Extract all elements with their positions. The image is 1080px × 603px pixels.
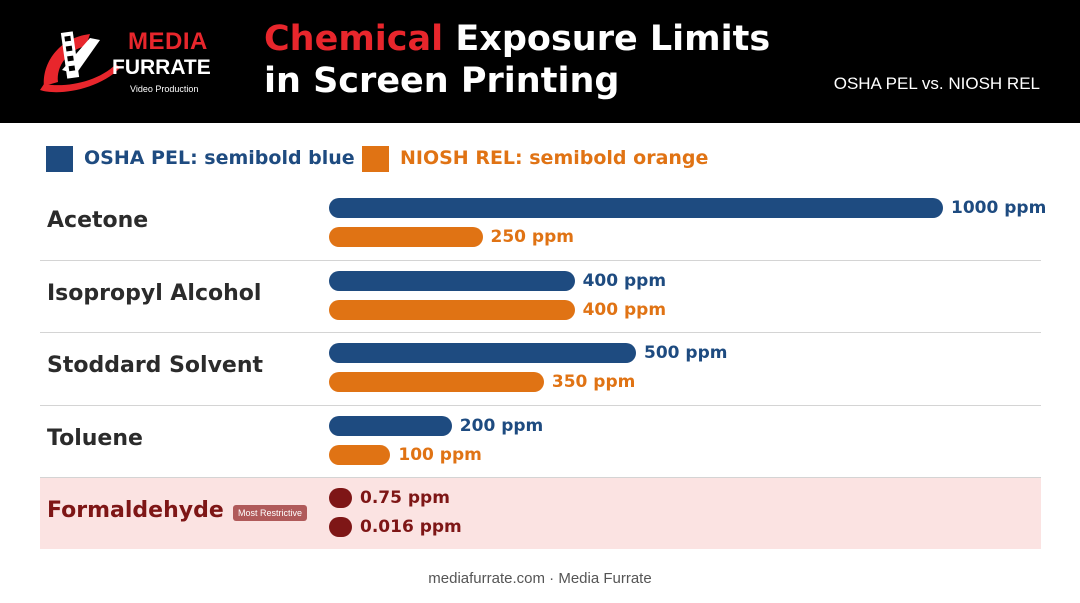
category-label: Acetone — [47, 208, 149, 233]
chart-subtitle: OSHA PEL vs. NIOSH REL — [833, 74, 1040, 93]
category-label: Formaldehyde — [47, 498, 224, 523]
osha-pel-bar — [329, 270, 575, 291]
most-restrictive-badge: Most Restrictive — [233, 505, 308, 521]
osha-pel-value-label: 500 ppm — [644, 343, 728, 363]
category-label: Toluene — [47, 425, 143, 451]
legend-label-niosh: NIOSH REL: semibold orange — [400, 147, 709, 169]
osha-pel-bar — [329, 488, 352, 508]
most-restrictive-highlight — [40, 478, 1041, 549]
brand-logo: MEDIA FURRATE Video Production — [38, 22, 228, 100]
osha-pel-value-label: 1000 ppm — [951, 198, 1047, 218]
osha-pel-value-label: 400 ppm — [582, 270, 667, 291]
logo-text-furrate: FURRATE — [112, 56, 211, 79]
osha-pel-bar — [329, 415, 452, 436]
row-divider — [40, 477, 1041, 478]
niosh-rel-value-label: 250 ppm — [490, 227, 574, 247]
osha-pel-value-label: 200 ppm — [459, 415, 544, 436]
category-label: Stoddard Solvent — [47, 353, 264, 378]
footer-credit: mediafurrate.com · Media Furrate — [428, 570, 652, 587]
legend-label-osha: OSHA PEL: semibold blue — [84, 147, 355, 169]
osha-pel-bar — [329, 343, 636, 363]
niosh-rel-value-label: 0.016 ppm — [360, 517, 462, 537]
niosh-rel-bar — [329, 227, 483, 247]
niosh-rel-value-label: 350 ppm — [551, 372, 636, 392]
niosh-rel-bar — [329, 517, 352, 537]
row-divider — [40, 259, 1041, 261]
header-banner: MEDIA FURRATE Video Production Chemical … — [0, 0, 1080, 123]
niosh-rel-bar — [329, 372, 544, 392]
osha-pel-value-label: 0.75 ppm — [360, 488, 450, 508]
niosh-rel-value-label: 100 ppm — [398, 444, 482, 465]
niosh-rel-value-label: 400 ppm — [582, 299, 667, 320]
osha-pel-bar — [329, 198, 943, 218]
niosh-rel-bar — [329, 444, 391, 465]
film-reel-logo-icon — [40, 31, 120, 93]
category-label: Isopropyl Alcohol — [47, 280, 262, 306]
title-line2: in Screen Printing — [264, 61, 620, 101]
logo-tagline: Video Production — [130, 84, 199, 94]
title-line1-rest: Exposure Limits — [455, 19, 771, 59]
chart-title: Chemical Exposure Limits in Screen Print… — [264, 18, 770, 102]
legend-swatch-osha — [46, 146, 73, 172]
row-divider — [40, 332, 1041, 333]
niosh-rel-bar — [329, 299, 575, 320]
row-divider — [40, 404, 1041, 406]
logo-text-media: MEDIA — [128, 28, 208, 55]
title-accent-word: Chemical — [264, 19, 444, 59]
legend-swatch-niosh — [362, 146, 389, 172]
